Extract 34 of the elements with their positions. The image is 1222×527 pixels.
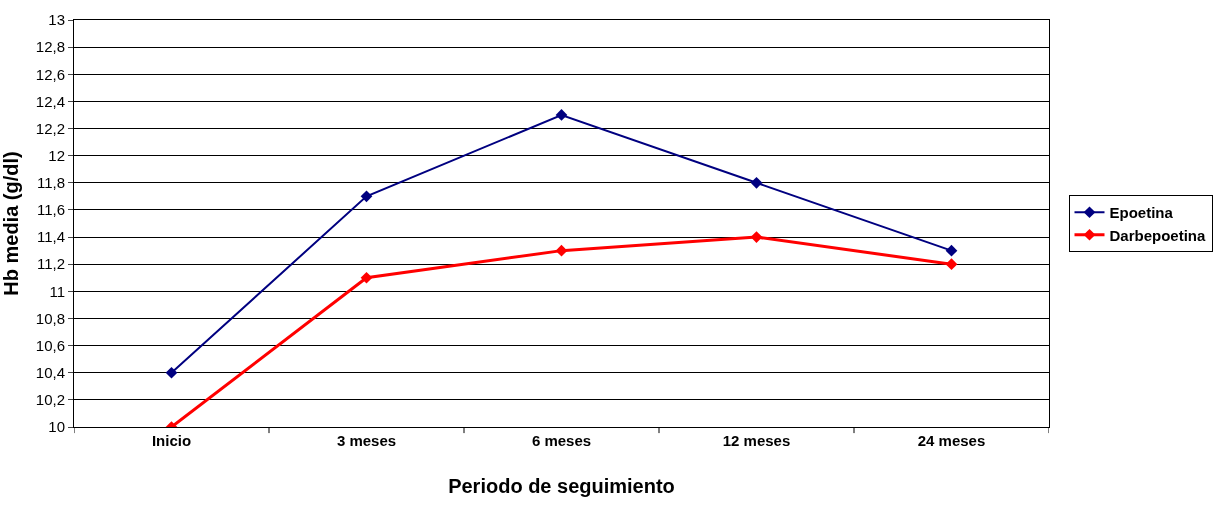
y-tick-label: 13 <box>48 11 65 29</box>
point <box>750 176 763 189</box>
y-tick-label: 10,6 <box>35 336 65 354</box>
point <box>945 244 958 257</box>
y-tick-label: 11 <box>49 282 65 300</box>
y-tick-label: 12,8 <box>35 38 65 56</box>
x-tick-label: 6 meses <box>531 432 592 449</box>
y-tick-label: 11,4 <box>36 228 65 246</box>
y-tick-label: 12,6 <box>35 65 65 83</box>
point <box>555 109 568 121</box>
legend-label: Epoetina <box>1109 204 1174 222</box>
y-tick-label: 12,4 <box>35 92 65 110</box>
y-tick-label: 11,8 <box>36 174 65 192</box>
point <box>945 258 958 271</box>
point <box>360 190 373 203</box>
x-tick-label: 24 meses <box>917 432 986 449</box>
legend-label: Darbepoetina <box>1109 226 1207 244</box>
x-tick-label: 3 meses <box>336 432 397 449</box>
y-tick-label: 12 <box>48 146 65 164</box>
y-tick-label: 12,2 <box>35 119 65 137</box>
y-tick-label: 11,6 <box>36 201 65 219</box>
x-axis-title: Periodo de seguimiento <box>448 474 675 497</box>
x-tick-label: Inicio <box>151 432 192 449</box>
point <box>555 244 568 257</box>
y-axis-title: Hb media (g/dl) <box>0 151 22 296</box>
y-tick-label: 11,2 <box>36 255 65 273</box>
x-tick-label: 12 meses <box>722 432 791 449</box>
y-tick-label: 10,4 <box>35 363 65 381</box>
point <box>750 231 763 243</box>
y-tick-label: 10 <box>48 418 65 436</box>
y-tick-label: 10,2 <box>35 391 65 409</box>
point <box>360 271 373 284</box>
y-tick-label: 10,8 <box>35 309 65 327</box>
point <box>165 366 178 379</box>
